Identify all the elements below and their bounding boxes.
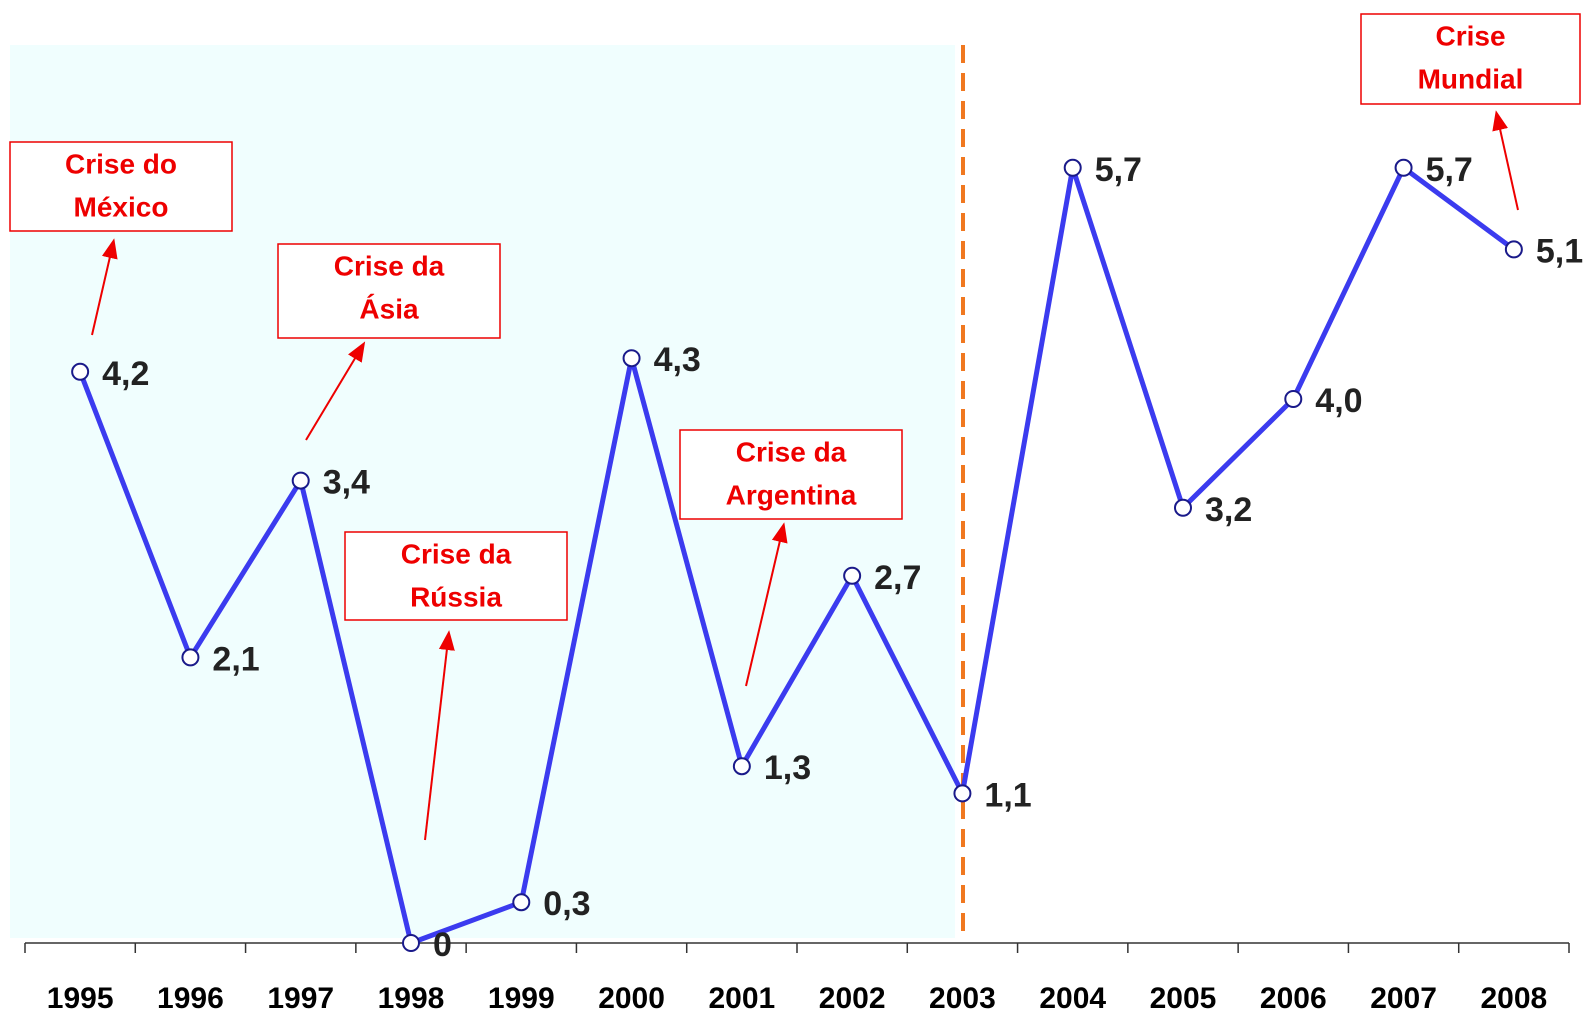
data-label: 4,2 bbox=[102, 355, 149, 393]
annotation-arrow bbox=[305, 341, 366, 441]
annotation-box bbox=[679, 429, 903, 520]
data-point bbox=[843, 566, 862, 585]
data-point bbox=[1284, 390, 1303, 408]
data-label: 2,7 bbox=[874, 559, 921, 597]
data-point bbox=[181, 648, 200, 667]
annotation-arrow bbox=[91, 238, 118, 336]
annotation-text: Crise da bbox=[736, 436, 847, 467]
data-label: 0 bbox=[433, 926, 452, 964]
annotation-arrow bbox=[745, 522, 788, 687]
data-point bbox=[953, 784, 972, 803]
annotation-box bbox=[9, 141, 233, 232]
annotation-text: México bbox=[74, 191, 169, 222]
data-label: 4,3 bbox=[654, 341, 701, 379]
x-tick-label: 2008 bbox=[1480, 982, 1547, 1015]
data-point bbox=[402, 934, 420, 952]
data-label: 1,3 bbox=[764, 749, 811, 787]
data-point bbox=[291, 471, 310, 490]
data-point bbox=[1174, 498, 1192, 517]
x-tick-label: 2002 bbox=[819, 982, 886, 1015]
x-tick-label: 1999 bbox=[488, 982, 555, 1015]
data-point bbox=[1063, 158, 1082, 177]
data-point bbox=[1504, 240, 1523, 259]
annotation-text: Crise bbox=[1435, 20, 1505, 51]
x-tick-label: 1996 bbox=[157, 982, 224, 1015]
x-tick-label: 1995 bbox=[47, 982, 114, 1015]
data-label: 5,7 bbox=[1095, 151, 1142, 189]
data-line bbox=[77, 165, 1516, 946]
x-tick-label: 2004 bbox=[1039, 982, 1106, 1015]
annotation-arrow bbox=[424, 630, 455, 841]
data-label: 2,1 bbox=[212, 640, 259, 678]
annotation-box bbox=[344, 531, 568, 621]
x-tick-label: 2007 bbox=[1370, 982, 1437, 1015]
annotation-text: Rússia bbox=[410, 581, 502, 612]
annotation-box bbox=[1360, 13, 1581, 105]
data-label: 3,4 bbox=[323, 464, 370, 502]
data-label: 5,1 bbox=[1536, 232, 1583, 270]
data-label: 1,1 bbox=[984, 776, 1031, 814]
annotation-text: Argentina bbox=[726, 479, 857, 510]
data-point bbox=[622, 349, 641, 368]
x-tick-label: 2006 bbox=[1260, 982, 1327, 1015]
data-point bbox=[732, 757, 751, 776]
x-tick-label: 2003 bbox=[929, 982, 996, 1015]
annotation-text: Crise da bbox=[334, 250, 445, 281]
data-point bbox=[1394, 158, 1413, 177]
data-point bbox=[512, 893, 531, 912]
annotation-box bbox=[277, 243, 501, 339]
data-point bbox=[71, 362, 90, 381]
x-tick-label: 1997 bbox=[267, 982, 334, 1015]
x-tick-label: 1998 bbox=[378, 982, 445, 1015]
data-label: 5,7 bbox=[1426, 151, 1473, 189]
data-label: 3,2 bbox=[1205, 491, 1252, 529]
x-tick-label: 2005 bbox=[1150, 982, 1217, 1015]
data-label: 0,3 bbox=[543, 885, 590, 923]
annotation-text: Crise da bbox=[401, 538, 512, 569]
annotation-text: Crise do bbox=[65, 148, 177, 179]
annotation-text: Mundial bbox=[1418, 63, 1524, 94]
data-label: 4,0 bbox=[1315, 382, 1362, 420]
x-tick-label: 2000 bbox=[598, 982, 665, 1015]
annotation-text: Ásia bbox=[359, 293, 419, 324]
annotation-arrow bbox=[1492, 110, 1519, 211]
x-tick-label: 2001 bbox=[708, 982, 775, 1015]
